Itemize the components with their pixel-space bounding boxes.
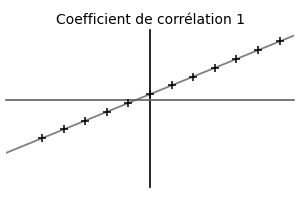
Title: Coefficient de corrélation 1: Coefficient de corrélation 1 — [56, 13, 244, 27]
